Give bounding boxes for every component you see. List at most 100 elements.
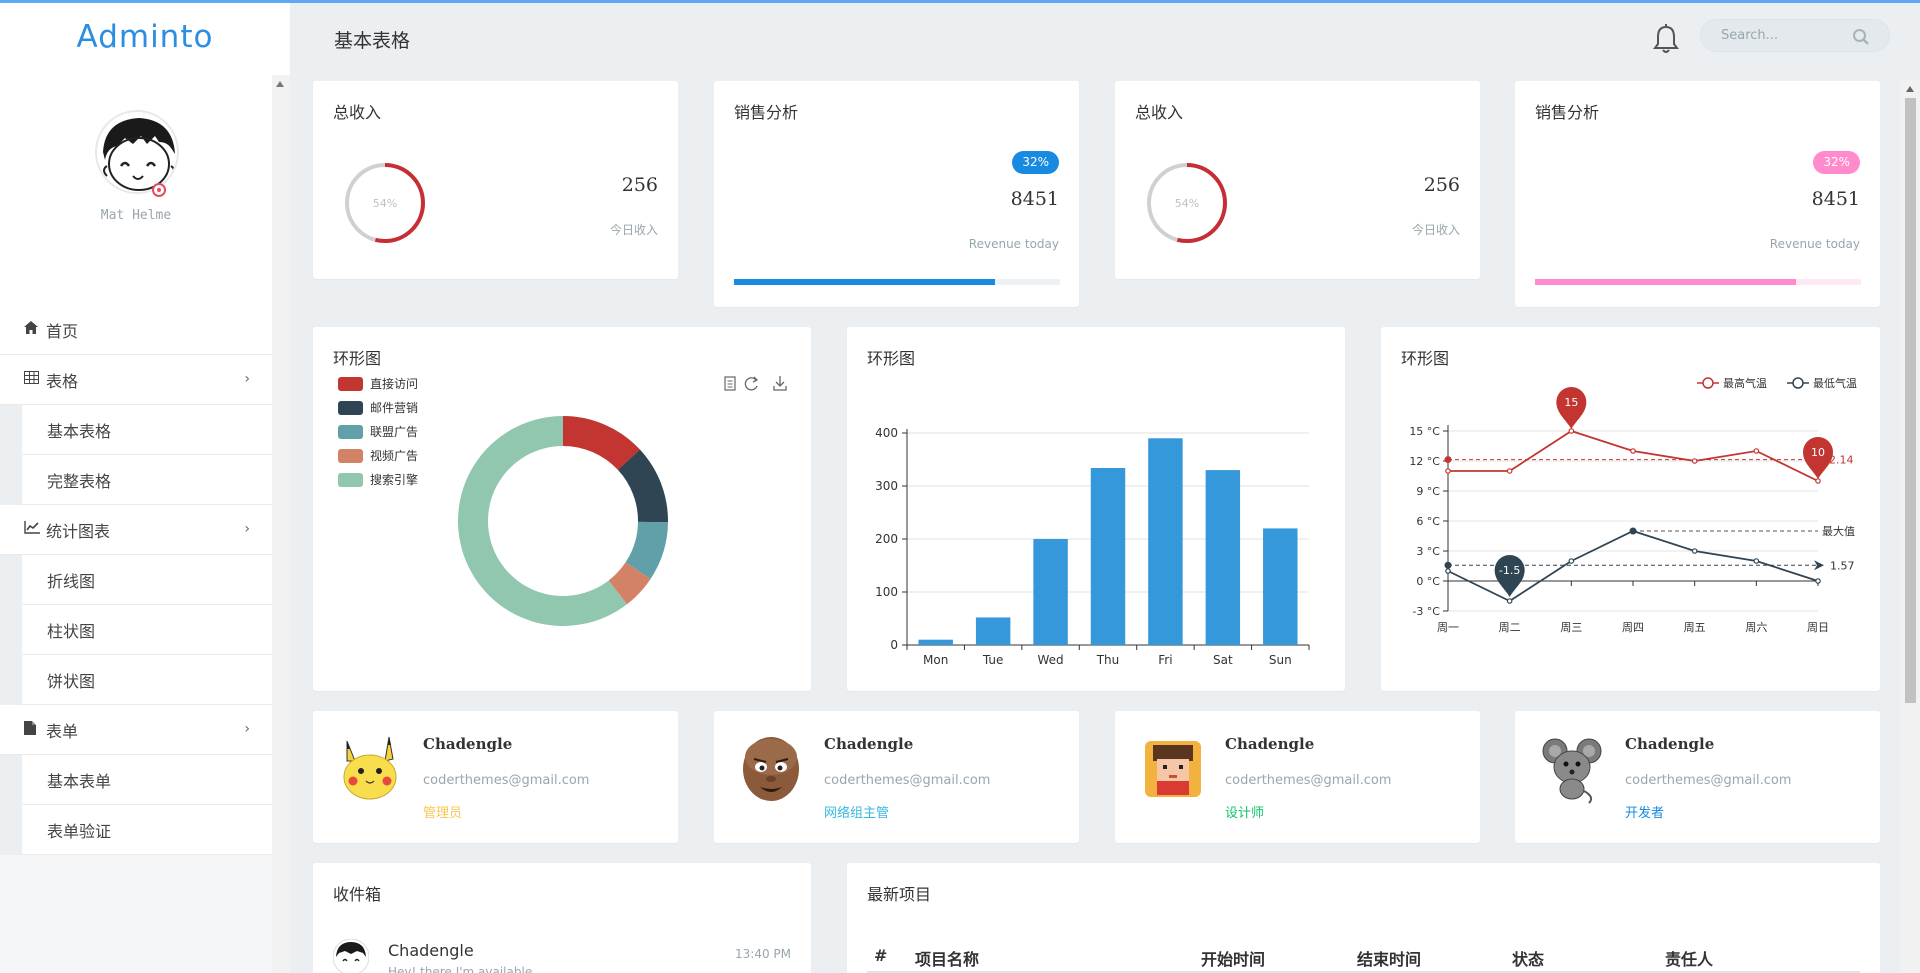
x-tick-label: 周四 <box>1622 621 1644 634</box>
legend-swatch[interactable] <box>338 377 363 391</box>
legend-item[interactable]: 最低气温 <box>1787 376 1857 390</box>
data-point[interactable] <box>1445 568 1451 574</box>
pie-slice[interactable] <box>608 562 651 605</box>
user-name[interactable]: Mat Helme <box>100 208 172 223</box>
x-tick-label: 周三 <box>1560 621 1582 634</box>
card-title: 销售分析 <box>1535 103 1600 122</box>
bar[interactable] <box>1263 528 1298 645</box>
legend-item[interactable]: 最高气温 <box>1697 376 1767 390</box>
data-point[interactable] <box>1753 448 1760 454</box>
sidebar-item-tables[interactable]: 表格 › <box>0 355 272 405</box>
progress-bar-fill <box>1535 279 1796 285</box>
x-tick-label: 周日 <box>1807 621 1829 634</box>
main-scrollbar[interactable] <box>1900 80 1920 973</box>
data-point[interactable] <box>1506 598 1513 604</box>
data-point[interactable] <box>1815 478 1821 484</box>
x-tick-label: Mon <box>923 653 948 667</box>
profile-card[interactable]: Chadengle coderthemes@gmail.com 管理员 <box>313 711 678 843</box>
sidebar-subitem-pie-chart[interactable]: 饼状图 <box>22 655 272 705</box>
bar[interactable] <box>1148 438 1183 645</box>
download-icon[interactable] <box>773 376 787 391</box>
search-input[interactable] <box>1721 28 1861 43</box>
sidebar-subitem-basic-form[interactable]: 基本表单 <box>22 755 272 805</box>
legend-swatch[interactable] <box>338 473 363 487</box>
bell-icon[interactable] <box>1652 24 1680 54</box>
sidebar-item-forms[interactable]: 表单 › <box>0 705 272 755</box>
x-tick-label: 周一 <box>1437 621 1459 634</box>
logo-area: Adminto <box>0 3 290 75</box>
profile-email[interactable]: coderthemes@gmail.com <box>824 773 991 788</box>
card-title: 总收入 <box>1135 103 1184 122</box>
data-point[interactable] <box>1568 428 1575 434</box>
sidebar-scrollbar[interactable] <box>272 75 290 973</box>
average-label: 1.57 <box>1830 559 1855 572</box>
legend-label[interactable]: 直接访问 <box>370 376 418 391</box>
bar[interactable] <box>1205 470 1241 645</box>
stat-card-income-1: 总收入 54% 256 今日收入 <box>313 81 678 279</box>
scrollbar-thumb[interactable] <box>1905 98 1916 703</box>
pie-slice[interactable] <box>563 416 640 470</box>
sidebar-item-label: 表单 <box>46 721 79 741</box>
y-tick-label: -3 °C <box>1412 605 1440 618</box>
data-view-icon[interactable] <box>724 376 736 391</box>
legend-label[interactable]: 邮件营销 <box>370 401 418 415</box>
legend-swatch[interactable] <box>338 425 363 439</box>
data-point[interactable] <box>1630 448 1636 454</box>
legend-label[interactable]: 联盟广告 <box>370 425 418 439</box>
legend-swatch[interactable] <box>338 401 363 415</box>
inbox-card: 收件箱 Chadengle Hey! there I'm available..… <box>313 863 811 973</box>
y-tick-label: 400 <box>875 426 898 440</box>
profile-role: 设计师 <box>1225 806 1265 821</box>
scroll-up-arrow-icon[interactable] <box>1906 86 1914 92</box>
table-header-divider <box>867 971 1860 973</box>
sidebar-subitem-form-validation[interactable]: 表单验证 <box>22 805 272 855</box>
avatar[interactable] <box>95 110 179 194</box>
pie-slice[interactable] <box>458 416 627 626</box>
progress-bar <box>1535 279 1861 285</box>
sidebar-subitem-line-chart[interactable]: 折线图 <box>22 555 272 605</box>
progress-bar-fill <box>734 279 995 285</box>
data-point[interactable] <box>1815 578 1821 584</box>
profile-email[interactable]: coderthemes@gmail.com <box>1225 773 1392 788</box>
search-icon[interactable] <box>1852 28 1870 46</box>
sidebar-subitem-bar-chart[interactable]: 柱状图 <box>22 605 272 655</box>
stat-sub-label: 今日收入 <box>609 223 658 237</box>
data-point[interactable] <box>1691 458 1698 464</box>
sidebar-subitem-basic-table[interactable]: 基本表格 <box>22 405 272 455</box>
pie-slice[interactable] <box>617 449 668 523</box>
profile-email[interactable]: coderthemes@gmail.com <box>1625 773 1792 788</box>
legend-label[interactable]: 视频广告 <box>370 448 418 463</box>
bar[interactable] <box>1033 539 1068 645</box>
app-logo[interactable]: Adminto <box>76 19 214 55</box>
bar[interactable] <box>918 639 953 645</box>
pin-label: -1.5 <box>1499 564 1520 577</box>
bar[interactable] <box>975 617 1011 645</box>
x-tick-label: Sun <box>1269 653 1292 667</box>
profile-email[interactable]: coderthemes@gmail.com <box>423 773 590 788</box>
sidebar-subitem-full-table[interactable]: 完整表格 <box>22 455 272 505</box>
sidebar-item-label: 统计图表 <box>46 521 111 541</box>
sidebar-item-charts[interactable]: 统计图表 › <box>0 505 272 555</box>
legend-label[interactable]: 搜索引擎 <box>370 472 418 487</box>
sidebar-item-home[interactable]: 首页 <box>0 305 272 355</box>
page-title: 基本表格 <box>334 30 411 52</box>
scroll-up-arrow-icon[interactable] <box>276 81 284 87</box>
profile-card[interactable]: Chadengle coderthemes@gmail.com 开发者 <box>1515 711 1880 843</box>
x-tick-label: 周五 <box>1684 621 1706 634</box>
bar[interactable] <box>1090 467 1126 645</box>
data-point[interactable] <box>1445 468 1451 474</box>
data-point[interactable] <box>1691 548 1698 554</box>
pie-slice[interactable] <box>625 521 668 579</box>
list-item[interactable]: Chadengle Hey! there I'm available... 13… <box>333 939 791 973</box>
refresh-icon[interactable] <box>744 376 759 391</box>
data-point[interactable] <box>1506 468 1513 474</box>
card-title: 销售分析 <box>734 103 799 122</box>
projects-card: 最新项目 # 项目名称 开始时间 结束时间 状态 责任人 <box>847 863 1880 973</box>
chevron-right-icon: › <box>244 521 250 537</box>
data-point[interactable] <box>1753 558 1760 564</box>
legend-swatch[interactable] <box>338 449 363 463</box>
stat-sub-label: Revenue today <box>968 237 1059 251</box>
profile-card[interactable]: Chadengle coderthemes@gmail.com 网络组主管 <box>714 711 1079 843</box>
profile-card[interactable]: Chadengle coderthemes@gmail.com 设计师 <box>1115 711 1480 843</box>
data-point[interactable] <box>1568 558 1575 564</box>
